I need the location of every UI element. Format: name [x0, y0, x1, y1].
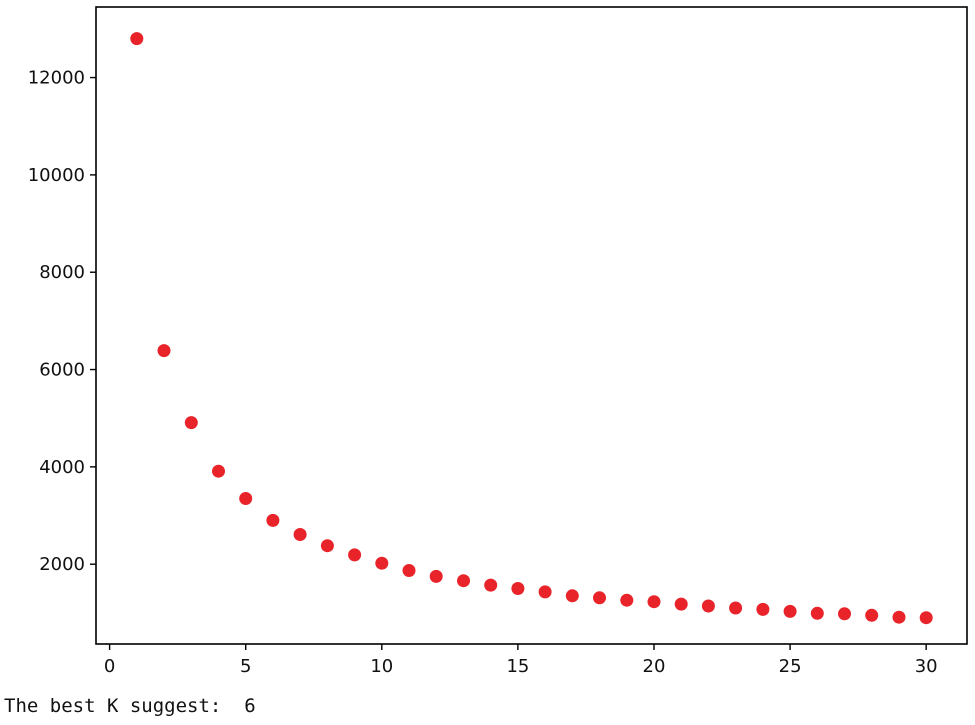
data-point: [783, 604, 797, 618]
y-tick-label: 8000: [39, 262, 85, 283]
data-point: [838, 607, 851, 621]
x-tick-label: 30: [915, 656, 938, 677]
y-tick-label: 10000: [28, 165, 85, 186]
data-point: [375, 556, 389, 570]
data-point: [565, 589, 579, 603]
data-point: [701, 599, 715, 613]
data-point: [919, 611, 933, 625]
data-point: [593, 591, 606, 605]
data-point: [865, 608, 879, 622]
data-point: [892, 610, 906, 624]
data-point: [674, 597, 688, 611]
x-axis-ticks: 0 5 10 15 20 25 30: [104, 644, 938, 677]
x-tick-label: 20: [643, 656, 666, 677]
data-point: [130, 32, 144, 46]
plot-frame: [95, 6, 968, 645]
data-point: [348, 548, 362, 562]
data-point: [457, 574, 470, 588]
data-point: [511, 582, 525, 595]
scatter-chart: 0 5 10 15 20 25 30 2000 4000 6000 8000 10000 12000: [28, 6, 968, 677]
data-point: [157, 344, 171, 358]
y-tick-label: 4000: [39, 457, 85, 478]
data-point: [184, 416, 198, 430]
data-point: [729, 601, 743, 615]
data-point: [429, 569, 443, 583]
y-tick-label: 6000: [39, 360, 85, 381]
x-tick-label: 10: [370, 656, 393, 677]
data-point: [810, 606, 824, 620]
y-tick-label: 12000: [28, 68, 85, 89]
data-point: [756, 602, 770, 616]
data-point: [484, 578, 498, 592]
data-points: [130, 32, 933, 625]
data-point: [320, 539, 334, 553]
y-axis-ticks: 2000 4000 6000 8000 10000 12000: [28, 68, 96, 575]
data-point: [212, 464, 225, 478]
data-point: [402, 564, 416, 577]
x-tick-label: 5: [240, 656, 251, 677]
data-point: [239, 492, 253, 505]
x-tick-label: 0: [104, 656, 115, 677]
console-output: The best K suggest: 6: [4, 695, 256, 717]
data-point: [620, 593, 634, 607]
data-point: [266, 513, 280, 527]
x-tick-label: 25: [779, 656, 802, 677]
data-point: [293, 528, 307, 541]
data-point: [647, 595, 661, 609]
data-point: [538, 585, 552, 599]
y-tick-label: 2000: [39, 554, 85, 575]
x-tick-label: 15: [506, 656, 529, 677]
